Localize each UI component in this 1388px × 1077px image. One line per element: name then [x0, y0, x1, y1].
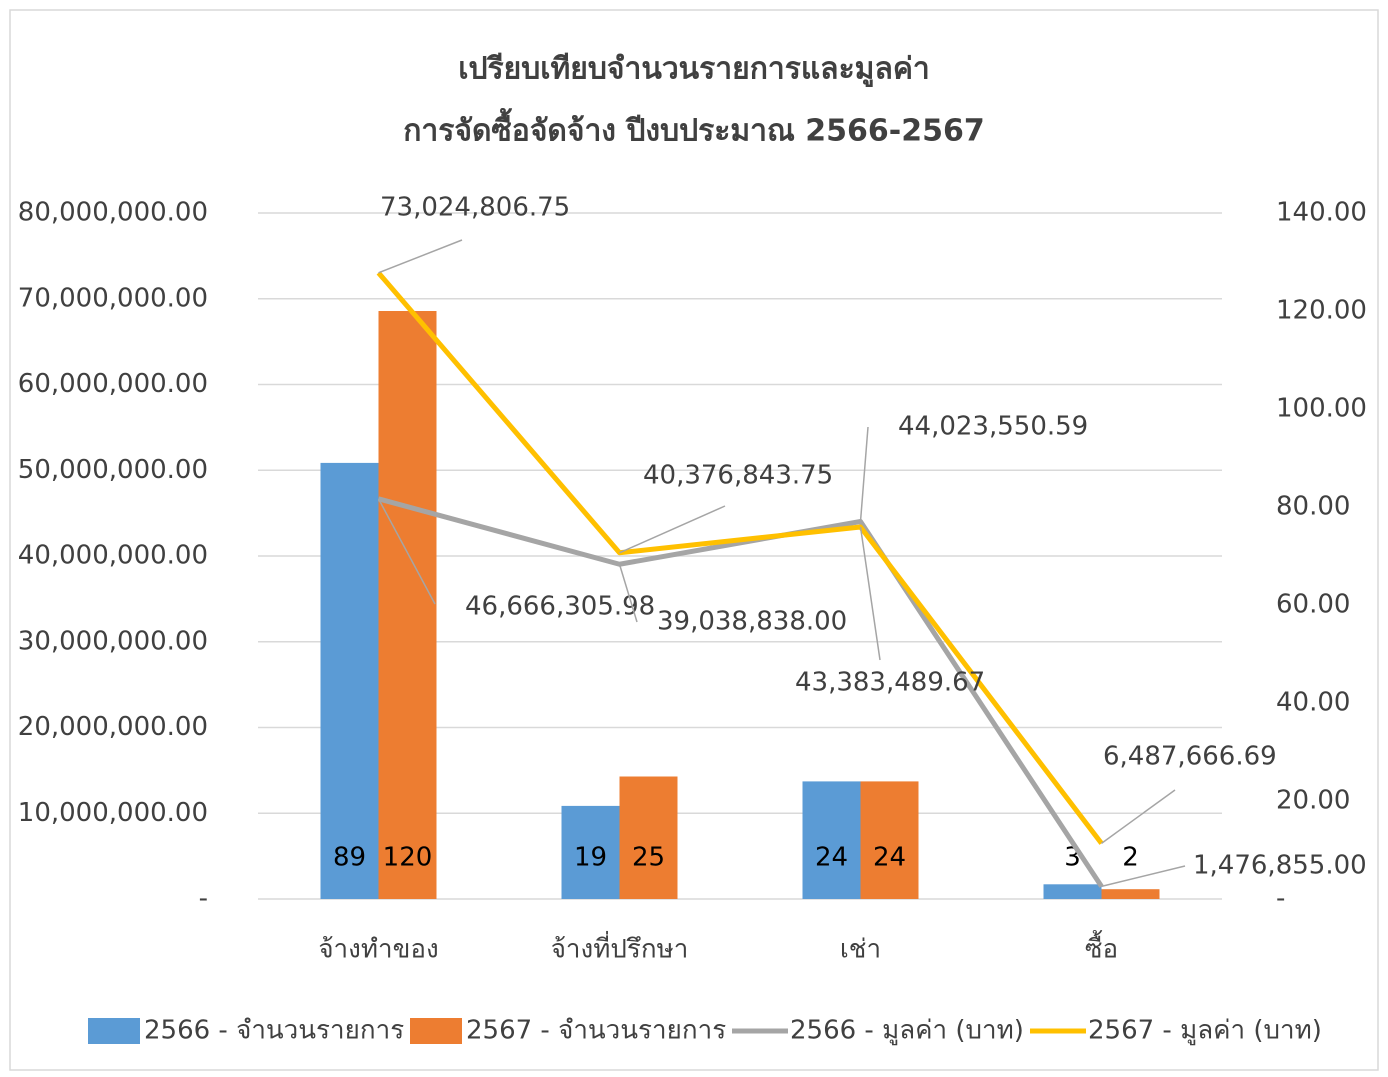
x-tick-label: เช่า: [840, 935, 881, 965]
y-tick-label: -: [199, 884, 208, 914]
chart-title: เปรียบเทียบจำนวนรายการและมูลค่า: [458, 52, 930, 88]
legend-label: 2566 - จำนวนรายการ: [144, 1016, 404, 1046]
chart-border: [9, 9, 1379, 1071]
data-label: 40,376,843.75: [643, 461, 833, 491]
line-series: [376, 271, 1104, 845]
y2-tick-label: 140.00: [1276, 198, 1367, 228]
data-label: 39,038,838.00: [657, 607, 847, 637]
leader-line: [1101, 865, 1186, 888]
leader-line: [378, 239, 463, 274]
bar: [320, 462, 379, 899]
x-tick-label: จ้างทำของ: [318, 935, 438, 965]
y-tick-label: 30,000,000.00: [18, 626, 208, 656]
legend-label: 2567 - มูลค่า (บาท): [1088, 1016, 1322, 1046]
x-tick-label: จ้างที่ปรึกษา: [551, 931, 689, 965]
chart-title: การจัดซื้อจัดจ้าง ปีงบประมาณ 2566-2567: [403, 108, 984, 149]
data-label: 73,024,806.75: [380, 193, 570, 223]
bar-label: 2: [1122, 843, 1139, 873]
bar: [561, 805, 620, 899]
bar-label: 25: [632, 843, 665, 873]
bar-label: 120: [383, 843, 433, 873]
legend-swatch: [88, 1018, 140, 1044]
data-label: 1,476,855.00: [1193, 851, 1367, 881]
bar: [860, 781, 919, 899]
bar: [1101, 889, 1160, 899]
legend-label: 2566 - มูลค่า (บาท): [790, 1016, 1024, 1046]
bar: [1043, 884, 1102, 899]
bar: [619, 776, 678, 899]
y-tick-label: 80,000,000.00: [18, 198, 208, 228]
data-label: 46,666,305.98: [465, 592, 655, 622]
leader-line: [859, 526, 881, 661]
y-tick-label: 10,000,000.00: [18, 798, 208, 828]
bar-label: 24: [815, 843, 848, 873]
y2-tick-label: 40.00: [1276, 688, 1350, 718]
bar-label: 19: [574, 843, 607, 873]
data-label: 43,383,489.67: [795, 668, 985, 698]
y2-tick-label: 60.00: [1276, 590, 1350, 620]
y-tick-label: 70,000,000.00: [18, 283, 208, 313]
y-tick-label: 50,000,000.00: [18, 455, 208, 485]
bar: [802, 781, 861, 899]
bar-label: 89: [333, 843, 366, 873]
y2-tick-label: -: [1276, 884, 1285, 914]
y2-tick-label: 80.00: [1276, 492, 1350, 522]
data-label: 44,023,550.59: [898, 412, 1088, 442]
line-series: [377, 496, 1104, 888]
data-label: 6,487,666.69: [1103, 742, 1277, 772]
legend-label: 2567 - จำนวนรายการ: [466, 1016, 726, 1046]
bar-label: 24: [873, 843, 906, 873]
leader-line: [1101, 789, 1176, 844]
bar: [378, 311, 437, 899]
y2-tick-label: 100.00: [1276, 394, 1367, 424]
y-tick-label: 40,000,000.00: [18, 541, 208, 571]
leader-line: [619, 505, 726, 554]
leader-line: [618, 564, 638, 623]
y2-tick-label: 20.00: [1276, 786, 1350, 816]
leader-line: [377, 498, 436, 605]
y-tick-label: 20,000,000.00: [18, 712, 208, 742]
y-tick-label: 60,000,000.00: [18, 369, 208, 399]
leader-line: [859, 426, 869, 522]
x-tick-label: ซื้อ: [1085, 930, 1118, 965]
legend-swatch: [410, 1018, 462, 1044]
y2-tick-label: 120.00: [1276, 296, 1367, 326]
